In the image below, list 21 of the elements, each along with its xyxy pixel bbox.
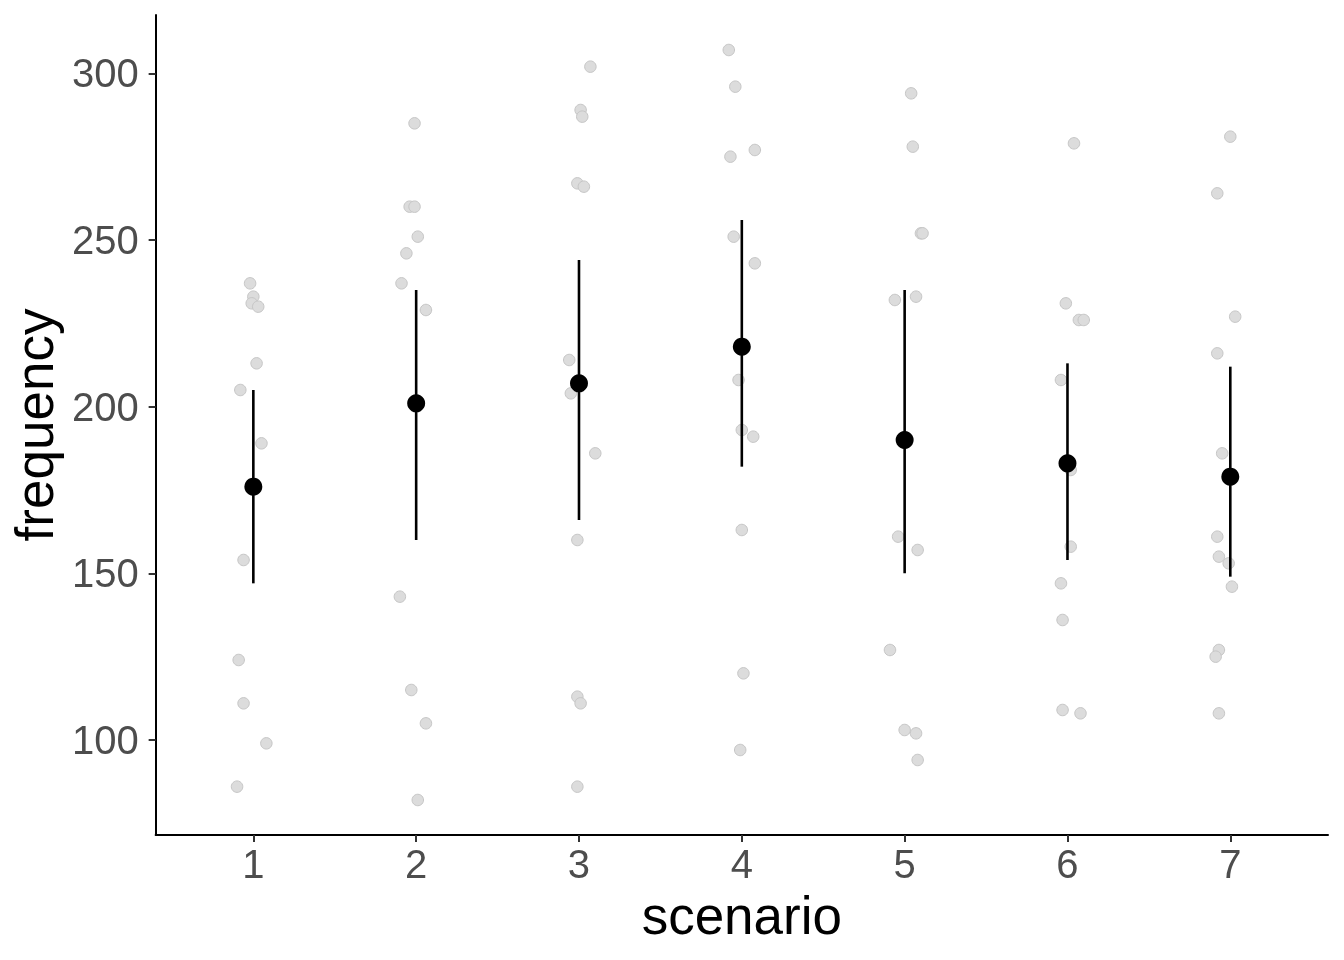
y-axis-title: frequency <box>5 308 64 542</box>
y-tick-label: 250 <box>71 218 139 262</box>
x-tick-label: 3 <box>567 842 591 886</box>
point <box>244 477 263 496</box>
x-tick-label: 4 <box>730 842 753 886</box>
x-tick-label: 2 <box>405 842 428 886</box>
x-tick-label: 6 <box>1056 842 1079 886</box>
x-tick-label: 7 <box>1219 842 1242 886</box>
x-tick-label: 5 <box>893 842 916 886</box>
point <box>732 337 751 356</box>
point <box>1058 454 1077 473</box>
point <box>1221 467 1240 486</box>
point <box>895 431 914 449</box>
y-tick-label: 150 <box>71 551 139 596</box>
y-tick-label: 100 <box>71 718 139 762</box>
x-tick-label: 1 <box>242 842 265 886</box>
y-tick-label: 300 <box>71 51 139 96</box>
point <box>570 374 588 393</box>
y-tick-label: 200 <box>71 384 139 429</box>
point <box>407 394 426 413</box>
x-axis-title: scenario <box>641 885 842 945</box>
